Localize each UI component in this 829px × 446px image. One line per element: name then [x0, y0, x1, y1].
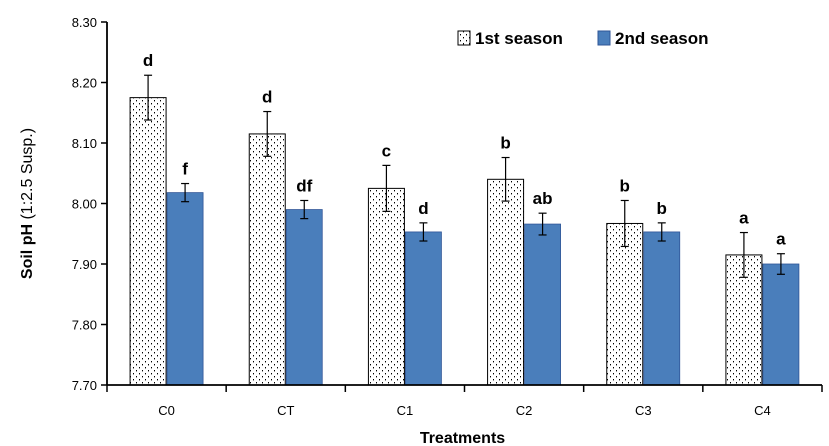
x-tick-label: CT — [277, 403, 294, 418]
y-axis-title-rest: (1:2.5 Susp.) — [19, 128, 36, 224]
legend: 1st season 2nd season — [457, 29, 709, 48]
bar-season2-c4 — [762, 263, 800, 386]
significance-label: a — [739, 209, 749, 228]
axes-group — [106, 22, 823, 392]
significance-label: b — [500, 134, 510, 153]
error-bar — [739, 231, 748, 278]
x-tick-label: C1 — [397, 403, 414, 418]
y-axis-ticks: 7.70 7.80 7.90 8.00 8.10 8.20 8.30 — [72, 15, 107, 393]
error-bar — [263, 110, 272, 157]
y-axis-title-bold: Soil pH — [19, 224, 36, 279]
bars-group — [129, 97, 800, 386]
x-tick-label: C0 — [158, 403, 175, 418]
error-bars-group — [144, 74, 785, 278]
bar-season1-c1 — [367, 187, 405, 386]
significance-label: df — [296, 176, 312, 195]
bar-season2-ct — [285, 209, 323, 386]
error-bar — [181, 182, 190, 203]
y-tick-label: 7.70 — [72, 378, 97, 393]
error-bar — [382, 164, 391, 212]
error-bar — [776, 253, 785, 275]
significance-label: c — [382, 141, 391, 160]
error-bar — [538, 212, 547, 236]
bar-season1-c2 — [487, 178, 525, 386]
y-tick-label: 8.30 — [72, 15, 97, 30]
x-tick-label: C3 — [635, 403, 652, 418]
error-bar — [657, 222, 666, 242]
bar-season2-c2 — [524, 223, 561, 386]
significance-label: d — [262, 88, 272, 107]
significance-label: a — [776, 230, 786, 249]
error-bar — [501, 156, 510, 202]
x-tick-label: C4 — [754, 403, 771, 418]
y-tick-label: 8.20 — [72, 76, 97, 91]
legend-label: 2nd season — [615, 29, 709, 48]
legend-swatch — [597, 30, 611, 46]
legend-label: 1st season — [475, 29, 563, 48]
significance-label: d — [418, 199, 428, 218]
bar-season2-c0 — [166, 192, 204, 386]
legend-swatch — [457, 30, 471, 46]
bar-season2-c3 — [643, 231, 681, 386]
y-tick-label: 7.80 — [72, 318, 97, 333]
y-tick-label: 8.00 — [72, 197, 97, 212]
error-bar — [144, 74, 153, 121]
bar-season1-c0 — [129, 97, 167, 386]
x-tick-label: C2 — [516, 403, 533, 418]
y-tick-label: 7.90 — [72, 257, 97, 272]
significance-label: f — [182, 160, 188, 179]
significance-label: b — [657, 199, 667, 218]
significance-label: b — [620, 176, 630, 195]
x-axis-title: Treatments — [420, 430, 505, 446]
legend-item-season2: 2nd season — [597, 29, 709, 48]
significance-label: ab — [533, 189, 553, 208]
y-tick-label: 8.10 — [72, 136, 97, 151]
bar-season2-c1 — [405, 231, 442, 386]
bar-season1-ct — [248, 133, 286, 386]
error-bar — [419, 222, 428, 242]
bar-season1-c3 — [606, 222, 644, 386]
significance-label: d — [143, 51, 153, 70]
error-bar — [620, 199, 629, 248]
y-axis-title: Soil pH (1:2.5 Susp.) — [19, 128, 36, 279]
legend-item-season1: 1st season — [457, 29, 563, 48]
x-axis-category-labels: C0 CT C1 C2 C3 C4 — [158, 403, 770, 418]
error-bar — [300, 199, 309, 220]
